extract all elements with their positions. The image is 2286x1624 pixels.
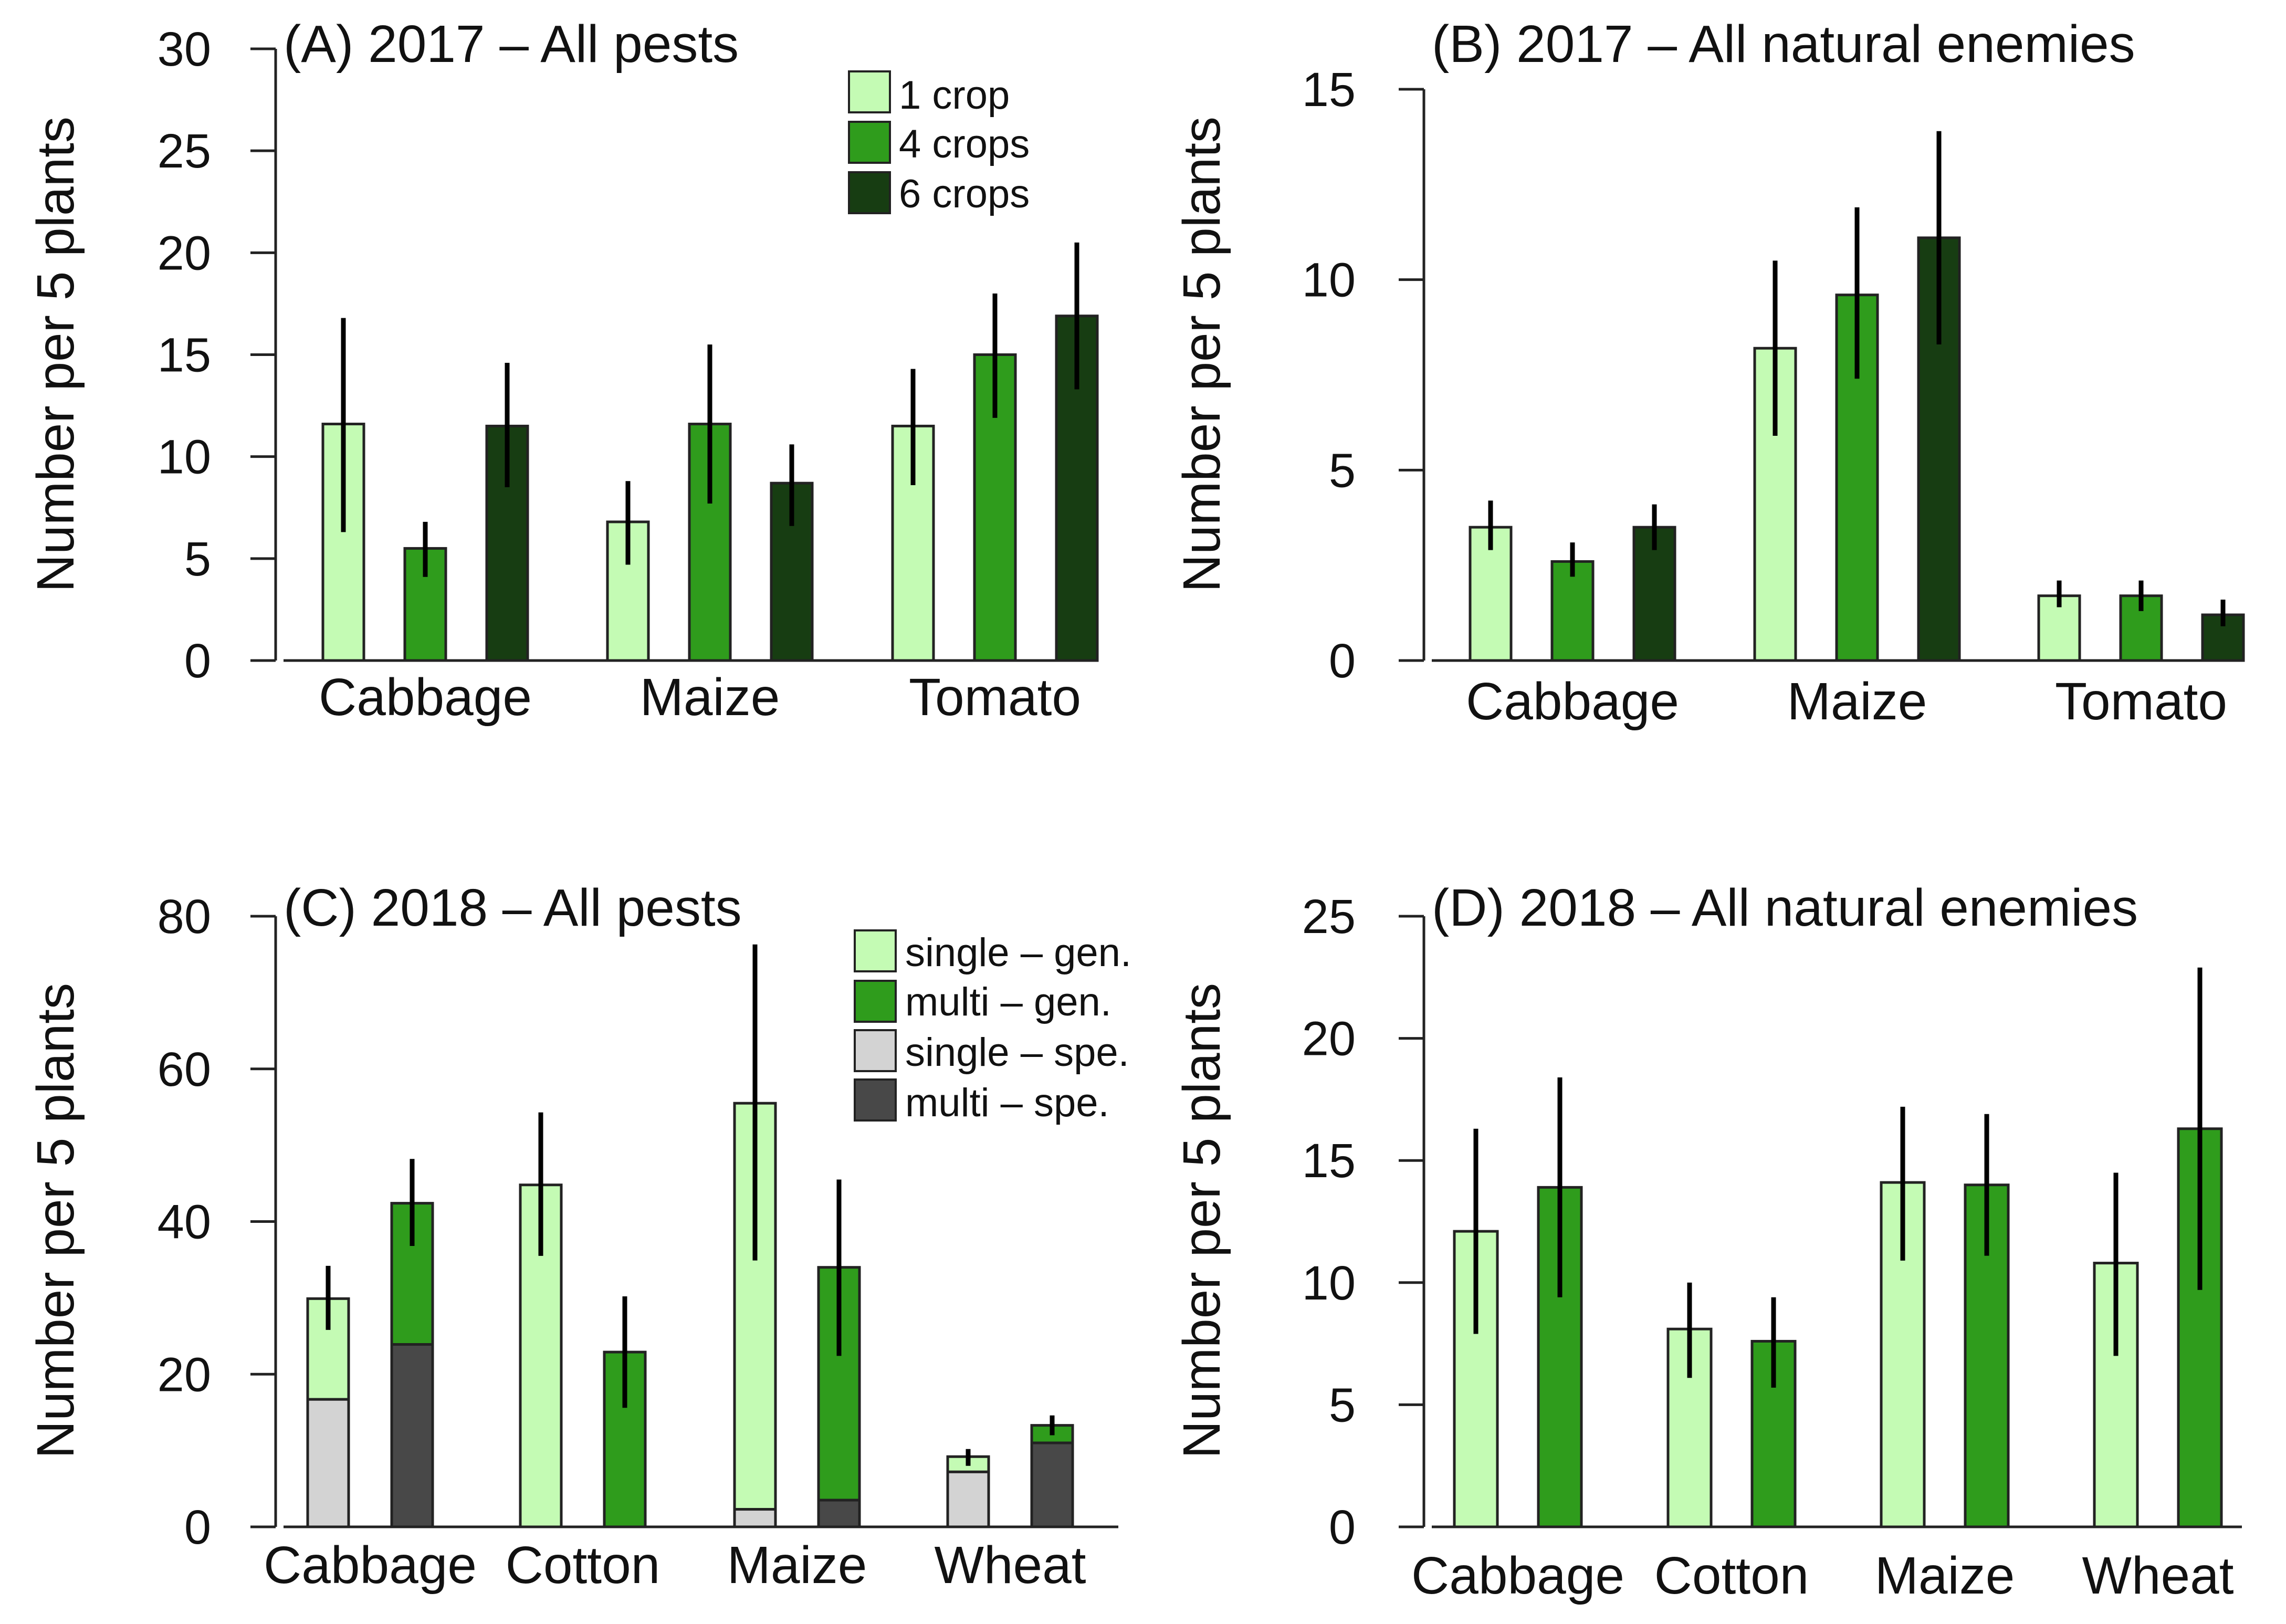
- panel-c-title: (C) 2018 – All pests: [284, 878, 742, 937]
- panel-c-y-tick-label: 60: [158, 1043, 211, 1096]
- panel-a-y-tick-label: 10: [158, 431, 211, 484]
- panel-a-y-tick-label: 25: [158, 124, 211, 178]
- panel-d-y-tick-label: 5: [1329, 1378, 1356, 1432]
- panel-a-legend: 1 crop 4 crops 6 crops: [848, 70, 1030, 216]
- panel-b-bar-maize-1-crop: [1753, 347, 1797, 662]
- legend-label-1-crop: 1 crop: [899, 73, 1010, 118]
- panel-b: Number per 5 plants (B) 2017 – All natur…: [1172, 15, 2245, 731]
- panel-c-y-tick-label: 20: [158, 1348, 211, 1401]
- panel-d-title: (D) 2018 – All natural enemies: [1432, 878, 2138, 937]
- legend-label-single-spe: single – spe.: [905, 1030, 1129, 1075]
- panel-a-category-label-tomato: Tomato: [909, 668, 1081, 727]
- legend-swatch-multi-spe: [854, 1078, 897, 1122]
- panel-d-category-label-maize: Maize: [1875, 1546, 2015, 1605]
- panel-a-y-tick-label: 5: [184, 532, 211, 586]
- panel-c-category-label-wheat: Wheat: [934, 1536, 1086, 1595]
- panel-c-category-label-cotton: Cotton: [506, 1536, 660, 1595]
- panel-a-category-label-cabbage: Cabbage: [319, 668, 532, 727]
- panel-a-y-axis-title: Number per 5 plants: [26, 117, 85, 592]
- panel-b-y-tick-label: 15: [1302, 63, 1356, 117]
- panel-a-title: (A) 2017 – All pests: [284, 15, 739, 74]
- panel-a-bar-tomato-4-crops: [973, 353, 1017, 662]
- panel-b-y-tick-label: 0: [1329, 634, 1356, 688]
- panel-b-y-axis-title: Number per 5 plants: [1172, 117, 1231, 592]
- panel-a-y-tick-label: 30: [158, 23, 211, 76]
- panel-c: Number per 5 plants (C) 2018 – All pests…: [26, 878, 1118, 1595]
- panel-c-y-axis-title: Number per 5 plants: [26, 983, 85, 1459]
- panel-c-category-label-cabbage: Cabbage: [264, 1536, 477, 1595]
- panel-c-bar-cabbage-multi-spe: [390, 1343, 434, 1528]
- panel-d: Number per 5 plants (D) 2018 – All natur…: [1172, 878, 2242, 1605]
- panel-b-y-tick-label: 10: [1302, 254, 1356, 307]
- legend-label-single-gen: single – gen.: [905, 930, 1131, 975]
- panel-c-category-label-maize: Maize: [727, 1536, 867, 1595]
- panel-c-y-tick-label: 0: [184, 1501, 211, 1554]
- legend-label-4-crops: 4 crops: [899, 122, 1030, 166]
- panel-d-y-tick-label: 10: [1302, 1256, 1356, 1310]
- panel-a-y-tick-label: 20: [158, 226, 211, 280]
- panel-c-bar-cabbage-single-spe: [306, 1398, 350, 1528]
- legend-swatch-4-crops: [848, 121, 891, 164]
- panel-d-y-tick-label: 15: [1302, 1134, 1356, 1188]
- panel-b-category-label-cabbage: Cabbage: [1466, 672, 1679, 731]
- panel-d-y-tick-label: 20: [1302, 1012, 1356, 1066]
- legend-swatch-single-spe: [854, 1029, 897, 1072]
- panel-d-y-tick-label: 25: [1302, 890, 1356, 944]
- panel-d-y-axis-title: Number per 5 plants: [1172, 983, 1231, 1459]
- panel-c-bar-maize-single-spe: [733, 1508, 777, 1528]
- panel-c-legend: single – gen. multi – gen. single – spe.…: [854, 929, 1131, 1125]
- legend-label-multi-spe: multi – spe.: [905, 1081, 1109, 1125]
- panel-d-category-label-cabbage: Cabbage: [1411, 1546, 1624, 1605]
- panel-a-y-tick-label: 15: [158, 329, 211, 382]
- panel-d-category-label-cotton: Cotton: [1654, 1546, 1809, 1605]
- panel-c-bar-wheat-multi-spe: [1030, 1441, 1074, 1528]
- legend-swatch-1-crop: [848, 70, 891, 113]
- panel-c-y-tick-label: 40: [158, 1196, 211, 1249]
- legend-label-multi-gen: multi – gen.: [905, 980, 1111, 1024]
- panel-b-title: (B) 2017 – All natural enemies: [1432, 15, 2135, 74]
- panel-d-category-label-wheat: Wheat: [2082, 1546, 2233, 1605]
- panel-d-y-tick-label: 0: [1329, 1501, 1356, 1554]
- panel-b-y-tick-label: 5: [1329, 444, 1356, 497]
- panel-b-category-label-maize: Maize: [1787, 672, 1927, 731]
- panel-c-bar-maize-multi-spe: [817, 1499, 861, 1528]
- panel-a-category-label-maize: Maize: [640, 668, 780, 727]
- panel-c-y-tick-label: 80: [158, 890, 211, 944]
- legend-label-6-crops: 6 crops: [899, 172, 1030, 216]
- legend-swatch-6-crops: [848, 171, 891, 214]
- legend-swatch-single-gen: [854, 929, 897, 972]
- panel-b-category-label-tomato: Tomato: [2055, 672, 2227, 731]
- panel-a: Number per 5 plants (A) 2017 – All pests…: [26, 15, 1099, 727]
- panel-a-y-tick-label: 0: [184, 634, 211, 688]
- panel-c-bar-wheat-single-spe: [946, 1470, 990, 1528]
- panel-a-bar-maize-4-crops: [688, 423, 732, 662]
- legend-swatch-multi-gen: [854, 980, 897, 1023]
